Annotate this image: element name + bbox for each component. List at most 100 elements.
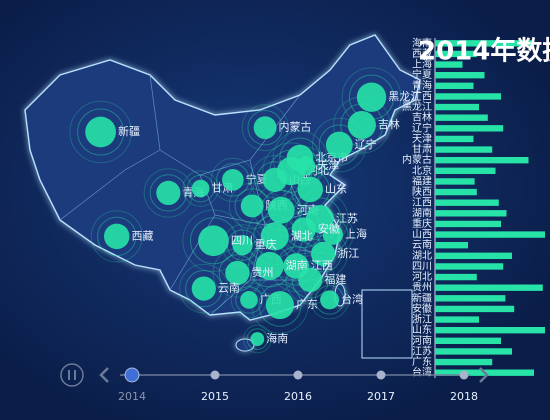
bubble[interactable] [298,267,323,292]
ripple [69,100,132,164]
south-sea-inset [361,289,413,359]
bubble[interactable] [267,196,295,224]
bar[interactable] [435,157,529,164]
y-tick-label: 河北 [412,271,432,283]
bubble-label: 西藏 [132,229,154,242]
bar[interactable] [435,273,477,281]
bar[interactable] [435,188,477,196]
y-tick-label: 湖南 [412,206,432,219]
bubble[interactable] [232,234,253,256]
play-button[interactable] [60,363,84,387]
bubble[interactable] [156,180,181,205]
bar[interactable] [435,72,485,79]
bar[interactable] [435,125,504,132]
bubble[interactable] [325,131,353,159]
ripple [186,174,215,203]
ripple [218,254,257,292]
bubble[interactable] [356,82,387,112]
bubble[interactable] [311,241,336,266]
bar[interactable] [435,231,545,238]
bar[interactable] [435,305,515,313]
y-tick-label: 吉林 [412,111,432,124]
bar[interactable] [435,263,504,270]
bar[interactable] [435,348,512,355]
bubble[interactable] [291,217,316,242]
prev-button[interactable] [99,367,109,383]
bar[interactable] [435,82,474,89]
ripple [279,137,321,179]
bar[interactable] [435,103,479,111]
bubble[interactable] [296,156,316,176]
bar[interactable] [435,210,507,217]
ripple [143,168,194,218]
bar[interactable] [435,252,512,259]
ripple [230,281,268,319]
bubble[interactable] [320,290,340,310]
y-tick-label: 陕西 [412,185,432,198]
bubble[interactable] [253,116,277,140]
bubble[interactable] [347,110,376,140]
y-tick-label: 福建 [412,174,432,187]
bar[interactable] [435,316,479,323]
bubble[interactable] [250,332,265,346]
timeline-point[interactable] [210,370,220,380]
y-tick-label: 安徽 [412,302,432,315]
bubble[interactable] [255,251,284,281]
bar[interactable] [435,337,501,344]
bubble[interactable] [198,225,229,257]
bar[interactable] [435,93,501,100]
timeline-point[interactable] [376,370,386,380]
bubble-label: 湖北 [291,229,313,242]
bubble[interactable] [225,260,250,286]
ripple [248,244,292,288]
bar[interactable] [435,220,501,228]
next-button[interactable] [479,367,489,383]
bubble[interactable] [191,276,216,301]
bubble[interactable] [322,224,343,245]
bar[interactable] [435,61,463,68]
y-tick-label: 云南 [412,238,432,251]
timeline-point[interactable] [293,370,303,380]
bubble[interactable] [265,291,294,320]
y-tick-label: 北京 [412,164,432,177]
chart-title: 2014年数据 [418,36,550,67]
y-tick-label: 广西 [412,90,432,102]
bar[interactable] [435,40,532,47]
bubble-label: 贵州 [251,266,273,279]
bar[interactable] [435,327,545,334]
bar[interactable] [435,114,488,121]
ripple [247,109,283,146]
y-tick-label: 上海 [412,58,432,71]
timeline-point[interactable] [459,370,469,380]
bubble-label: 湖南 [286,259,308,272]
bubble[interactable] [240,194,264,218]
ripple [179,263,229,314]
bar[interactable] [435,167,496,174]
bubble[interactable] [104,223,130,250]
bubble[interactable] [222,169,244,191]
bubble[interactable] [191,179,210,198]
bar[interactable] [435,135,474,143]
ripple [243,324,272,354]
bar[interactable] [435,284,543,291]
bar[interactable] [435,178,475,185]
ripple [90,210,143,263]
bar[interactable] [435,50,477,58]
timeline-point[interactable] [124,367,140,383]
bubble[interactable] [260,222,289,251]
bar[interactable] [435,242,468,249]
bar[interactable] [435,358,493,366]
y-tick-label: 甘肃 [412,143,432,156]
y-tick-label: 内蒙古 [402,153,432,166]
ripple [77,108,125,156]
bubble[interactable] [85,116,116,148]
ripple [311,117,367,173]
bar[interactable] [435,295,506,302]
bar[interactable] [435,199,499,206]
bubble[interactable] [297,176,324,203]
bar[interactable] [435,146,493,153]
y-tick-label: 宁夏 [412,68,432,81]
bubble[interactable] [240,291,258,309]
ripple [235,286,263,314]
